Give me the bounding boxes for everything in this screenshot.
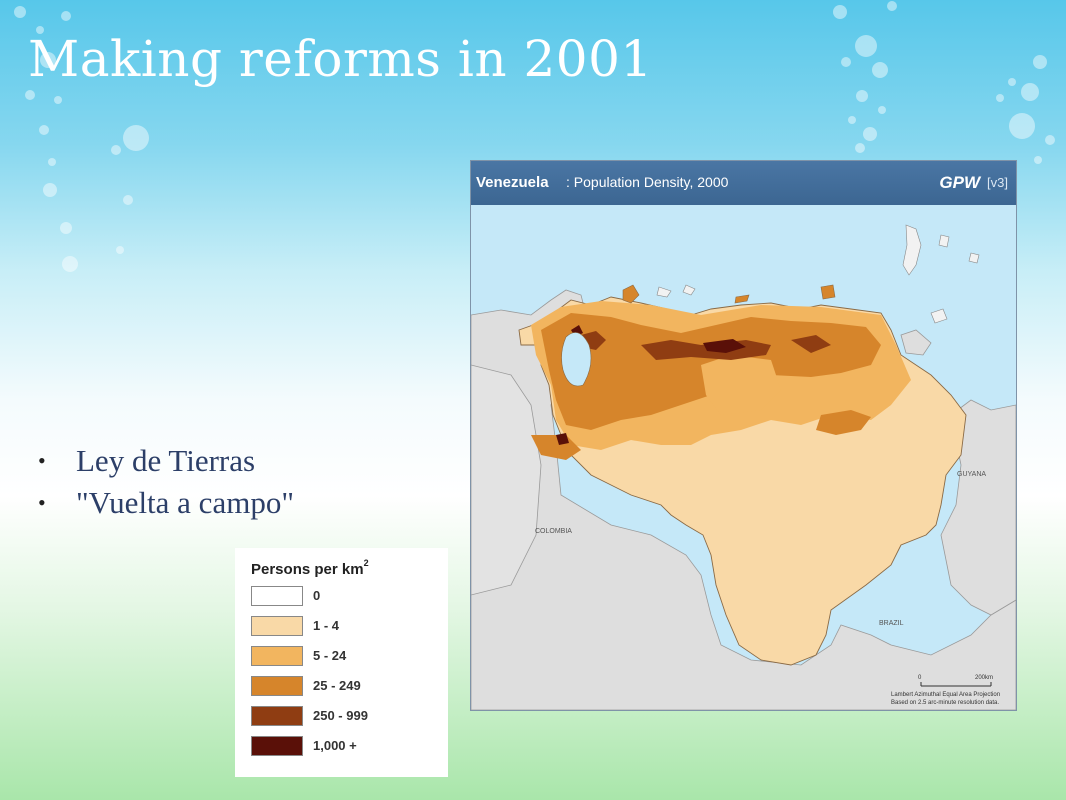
legend-item: 5 - 24 — [251, 646, 431, 668]
neighbor-land — [471, 364, 542, 596]
gpw-logo: GPW — [939, 173, 980, 192]
island — [622, 284, 640, 304]
bullet-list: Ley de Tierras "Vuelta a campo" — [36, 440, 294, 524]
legend-swatch — [251, 586, 303, 606]
scale-distance: 200km — [975, 675, 993, 681]
island — [968, 252, 980, 264]
island — [902, 224, 922, 276]
legend-label: 5 - 24 — [313, 648, 347, 663]
density-region-1000-plus — [703, 339, 746, 353]
map-graphic: COLOMBIA GUYANA BRAZIL 0 200km Lambert A… — [471, 224, 1016, 710]
neighbor-land — [471, 289, 1016, 710]
slide-title: Making reforms in 2001 — [28, 30, 653, 88]
density-region-25-249 — [531, 435, 581, 460]
legend-label: 1,000 + — [313, 738, 357, 753]
resolution-note: Based on 2.5 arc-minute resolution data. — [891, 700, 999, 706]
legend-label: 250 - 999 — [313, 708, 368, 723]
legend-item: 1,000 + — [251, 736, 431, 758]
island — [682, 284, 696, 296]
map-subtitle: : Population Density, 2000 — [566, 174, 729, 190]
lake-maracaibo — [561, 332, 592, 387]
label-colombia: COLOMBIA — [535, 528, 572, 535]
legend-swatch — [251, 736, 303, 756]
projection-note: Lambert Azimuthal Equal Area Projection — [891, 692, 1000, 698]
legend-item: 1 - 4 — [251, 616, 431, 638]
population-density-map: Venezuela : Population Density, 2000 GPW… — [470, 160, 1017, 711]
density-legend: Persons per km2 0 1 - 4 5 - 24 25 - 249 … — [235, 548, 448, 777]
legend-title-superscript: 2 — [363, 558, 369, 568]
legend-title-text: Persons per km — [251, 561, 364, 578]
bullet-item: Ley de Tierras — [36, 440, 294, 482]
island — [734, 294, 750, 304]
map-header: Venezuela : Population Density, 2000 GPW… — [471, 161, 1016, 205]
scale-bar: 0 200km Lambert Azimuthal Equal Area Pro… — [891, 675, 1000, 706]
island — [820, 284, 836, 300]
gpw-version: [v3] — [987, 175, 1008, 190]
label-brazil: BRAZIL — [879, 620, 904, 627]
legend-swatch — [251, 646, 303, 666]
neighbor-land — [900, 329, 932, 356]
decorative-bubbles — [14, 1, 1055, 272]
bullet-item: "Vuelta a campo" — [36, 482, 294, 524]
legend-item: 25 - 249 — [251, 676, 431, 698]
legend-label: 0 — [313, 588, 321, 603]
island — [656, 286, 672, 298]
scale-zero: 0 — [918, 675, 922, 681]
legend-item: 0 — [251, 586, 431, 608]
legend-item: 250 - 999 — [251, 706, 431, 728]
density-region-250-999 — [791, 335, 831, 353]
label-guyana: GUYANA — [957, 471, 986, 478]
legend-label: 1 - 4 — [313, 618, 340, 633]
legend-label: 25 - 249 — [313, 678, 361, 693]
density-region-1000-plus — [556, 433, 569, 445]
legend-title: Persons per km2 — [251, 558, 369, 578]
island — [930, 308, 948, 324]
legend-swatch — [251, 616, 303, 636]
legend-swatch — [251, 706, 303, 726]
density-region-25-249 — [816, 410, 871, 435]
island — [938, 234, 950, 248]
legend-swatch — [251, 676, 303, 696]
map-country: Venezuela — [476, 174, 549, 191]
density-region-1-4 — [701, 355, 781, 415]
